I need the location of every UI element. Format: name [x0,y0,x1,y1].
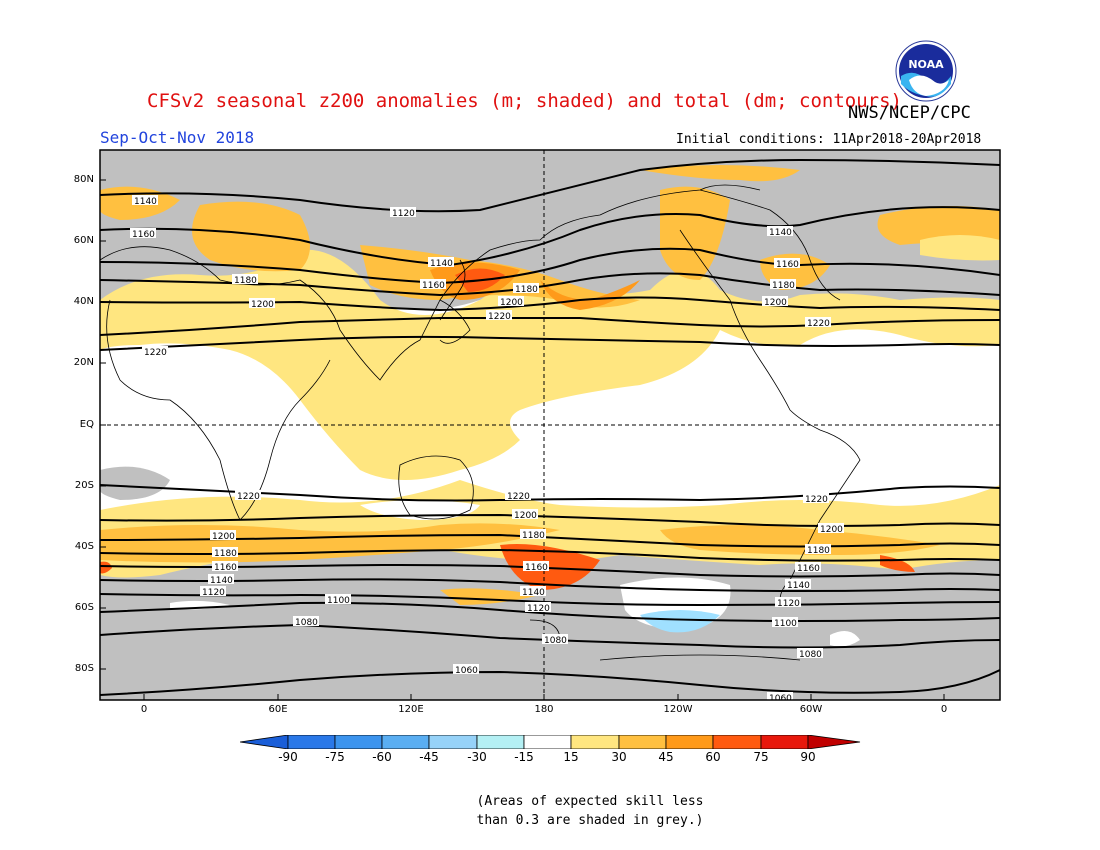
contour-label: 1220 [144,348,167,358]
contour-label: 1100 [774,619,797,629]
logo-text: NOAA [908,58,944,71]
lat-label-60s: 60S [74,602,94,613]
contour-label: 1180 [772,281,795,291]
contour-label: 1140 [430,259,453,269]
chart-title: CFSv2 seasonal z200 anomalies (m; shaded… [147,90,902,112]
contour-label: 1060 [769,694,792,704]
contour-labels: 1140 1120 1160 1180 1200 1220 1140 1160 … [130,195,844,704]
colorbar-tick: 75 [753,750,769,764]
lon-label-0: 0 [140,704,148,715]
contour-label: 1180 [522,531,545,541]
colorbar-tick: 90 [800,750,816,764]
contour-label: 1140 [522,588,545,598]
contour-label: 1160 [525,563,548,573]
contour-label: 1060 [455,666,478,676]
colorbar-tick: 15 [563,750,579,764]
lat-label-20n: 20N [73,357,94,368]
contour-label: 1120 [392,209,415,219]
world-map: 1140 1120 1160 1180 1200 1220 1140 1160 … [99,149,1001,704]
contour-label: 1200 [500,298,523,308]
noaa-logo: NOAA [895,40,957,102]
initial-conditions: Initial conditions: 11Apr2018-20Apr2018 [676,132,982,147]
tick-marks [100,179,945,700]
colorbar-tick: 60 [705,750,721,764]
lat-label-40s: 40S [74,541,94,552]
colorbar-tick: -15 [514,750,534,764]
contour-label: 1120 [202,588,225,598]
contour-label: 1140 [769,228,792,238]
contour-label: 1200 [764,298,787,308]
lon-label-120w: 120W [663,704,693,715]
lon-label-180: 180 [534,704,554,715]
contour-label: 1180 [214,549,237,559]
lon-label-60e: 60E [268,704,288,715]
contour-label: 1160 [797,564,820,574]
contour-label: 1140 [787,581,810,591]
colorbar-arrow-right [807,735,861,749]
lat-label-80s: 80S [74,663,94,674]
contour-label: 1220 [805,495,828,505]
contour-label: 1160 [422,281,445,291]
colorbar-arrow-left [240,735,289,749]
contour-label: 1120 [777,599,800,609]
lat-label-40n: 40N [73,296,94,307]
skill-note: (Areas of expected skill less than 0.3 a… [460,792,720,830]
contour-label: 1180 [515,285,538,295]
contour-label: 1080 [544,636,567,646]
lat-label-60n: 60N [73,235,94,246]
lat-label-eq: EQ [79,419,94,430]
lon-label-60w: 60W [799,704,823,715]
contour-label: 1200 [820,525,843,535]
contour-label: 1220 [807,319,830,329]
lon-label-0-right: 0 [940,704,948,715]
lat-label-20s: 20S [74,480,94,491]
colorbar-tick: 30 [611,750,627,764]
contour-label: 1200 [514,511,537,521]
skill-note-line2: than 0.3 are shaded in grey.) [476,813,704,828]
agency-label: NWS/NCEP/CPC [848,103,971,123]
contour-label: 1140 [210,576,233,586]
contour-label: 1140 [134,197,157,207]
contour-label: 1160 [132,230,155,240]
contour-label: 1120 [527,604,550,614]
colorbar-tick: -75 [325,750,345,764]
colorbar [240,735,861,749]
colorbar-tick: 45 [658,750,674,764]
contour-label: 1220 [488,312,511,322]
forecast-period: Sep-Oct-Nov 2018 [100,128,255,147]
contour-label: 1200 [212,532,235,542]
contour-label: 1220 [507,492,530,502]
colorbar-tick: -60 [372,750,392,764]
skill-note-line1: (Areas of expected skill less [476,794,704,809]
colorbar-tick: -30 [467,750,487,764]
contour-label: 1080 [295,618,318,628]
colorbar-tick: -45 [419,750,439,764]
contour-label: 1160 [776,260,799,270]
contour-label: 1220 [237,492,260,502]
contour-label: 1180 [807,546,830,556]
height-contours [100,158,1000,696]
lat-label-80n: 80N [73,174,94,185]
contour-label: 1160 [214,563,237,573]
contour-label: 1180 [234,276,257,286]
lon-label-120e: 120E [398,704,424,715]
contour-label: 1080 [799,650,822,660]
contour-label: 1100 [327,596,350,606]
colorbar-tick: -90 [278,750,298,764]
contour-label: 1200 [251,300,274,310]
